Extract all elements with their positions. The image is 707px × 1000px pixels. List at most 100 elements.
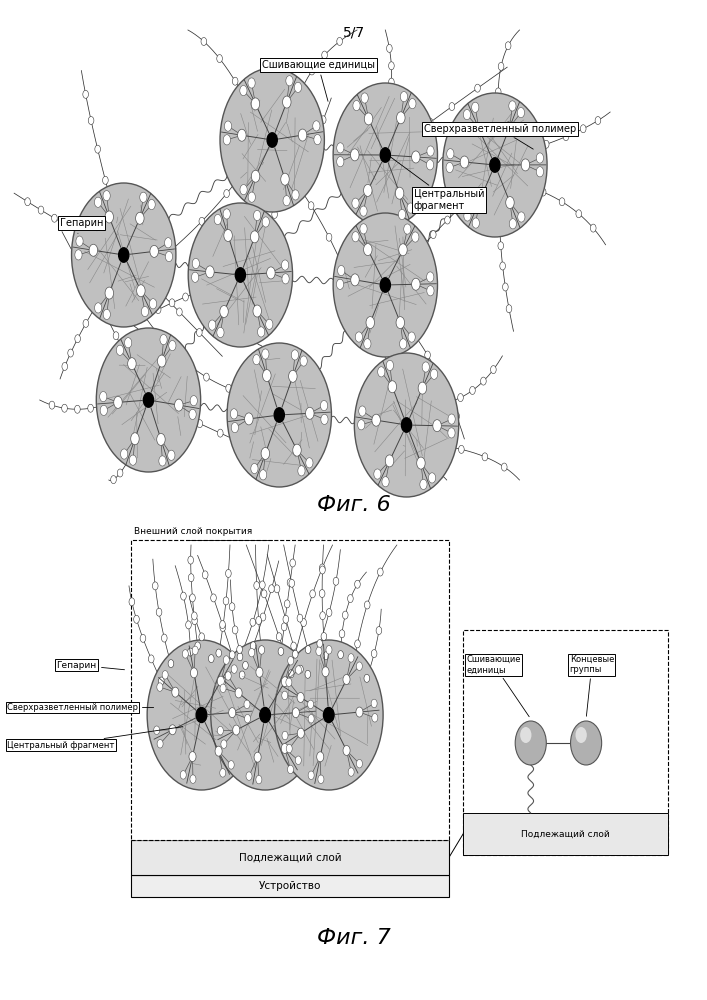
Circle shape bbox=[418, 244, 423, 252]
Circle shape bbox=[246, 772, 252, 780]
Circle shape bbox=[230, 409, 238, 419]
Circle shape bbox=[293, 444, 301, 456]
Ellipse shape bbox=[71, 183, 176, 327]
Circle shape bbox=[95, 303, 102, 313]
Circle shape bbox=[372, 279, 378, 287]
Circle shape bbox=[472, 218, 479, 228]
Circle shape bbox=[172, 687, 179, 697]
Circle shape bbox=[363, 244, 372, 256]
Circle shape bbox=[226, 384, 231, 392]
Text: Подлежащий слой: Подлежащий слой bbox=[521, 830, 610, 838]
Circle shape bbox=[590, 224, 596, 232]
Circle shape bbox=[459, 445, 464, 453]
Circle shape bbox=[189, 752, 196, 762]
Circle shape bbox=[75, 335, 81, 343]
Circle shape bbox=[416, 457, 425, 469]
Circle shape bbox=[209, 320, 216, 330]
Circle shape bbox=[374, 469, 381, 479]
Circle shape bbox=[360, 224, 367, 234]
Circle shape bbox=[262, 370, 271, 382]
Circle shape bbox=[382, 477, 389, 487]
Circle shape bbox=[261, 447, 269, 459]
Circle shape bbox=[310, 138, 316, 146]
Circle shape bbox=[228, 708, 235, 718]
Text: Центральный фрагмент: Центральный фрагмент bbox=[7, 727, 183, 750]
Circle shape bbox=[236, 438, 242, 446]
Circle shape bbox=[103, 191, 110, 201]
Circle shape bbox=[498, 242, 503, 250]
Circle shape bbox=[182, 650, 188, 658]
Circle shape bbox=[260, 708, 270, 722]
Circle shape bbox=[445, 391, 451, 399]
Circle shape bbox=[196, 288, 201, 296]
Circle shape bbox=[149, 299, 157, 309]
Circle shape bbox=[341, 266, 346, 274]
Circle shape bbox=[223, 209, 230, 219]
Circle shape bbox=[75, 250, 82, 260]
Circle shape bbox=[283, 196, 291, 206]
Circle shape bbox=[163, 339, 168, 347]
Circle shape bbox=[250, 618, 256, 626]
Circle shape bbox=[324, 708, 334, 722]
Circle shape bbox=[338, 651, 344, 659]
Circle shape bbox=[229, 651, 235, 659]
Circle shape bbox=[305, 407, 314, 419]
Circle shape bbox=[206, 266, 214, 278]
Circle shape bbox=[576, 210, 582, 218]
Circle shape bbox=[169, 340, 176, 351]
Circle shape bbox=[95, 197, 102, 207]
Circle shape bbox=[180, 771, 186, 779]
Circle shape bbox=[269, 453, 274, 461]
Circle shape bbox=[237, 653, 243, 661]
Circle shape bbox=[282, 274, 289, 284]
Circle shape bbox=[159, 456, 166, 466]
Ellipse shape bbox=[211, 640, 320, 790]
Circle shape bbox=[148, 199, 156, 210]
Circle shape bbox=[223, 656, 229, 664]
Circle shape bbox=[223, 597, 229, 605]
Circle shape bbox=[209, 655, 214, 663]
Circle shape bbox=[238, 129, 246, 141]
Circle shape bbox=[267, 133, 277, 147]
Circle shape bbox=[286, 186, 292, 194]
Circle shape bbox=[103, 309, 110, 319]
Circle shape bbox=[62, 362, 68, 370]
Circle shape bbox=[202, 571, 208, 579]
Circle shape bbox=[290, 559, 296, 567]
Circle shape bbox=[177, 308, 182, 316]
Circle shape bbox=[474, 122, 483, 134]
Circle shape bbox=[352, 232, 359, 242]
Circle shape bbox=[259, 470, 267, 480]
Circle shape bbox=[299, 162, 305, 170]
Ellipse shape bbox=[147, 640, 256, 790]
Circle shape bbox=[355, 580, 361, 588]
Circle shape bbox=[372, 414, 380, 426]
Circle shape bbox=[288, 670, 294, 678]
Circle shape bbox=[460, 156, 469, 168]
Circle shape bbox=[317, 640, 322, 648]
Circle shape bbox=[254, 752, 261, 762]
Circle shape bbox=[380, 148, 390, 162]
Circle shape bbox=[506, 197, 514, 209]
Circle shape bbox=[386, 360, 394, 371]
Circle shape bbox=[408, 332, 415, 342]
Circle shape bbox=[296, 756, 301, 765]
Circle shape bbox=[38, 206, 44, 214]
Circle shape bbox=[326, 609, 332, 617]
Text: Гепарин: Гепарин bbox=[57, 661, 124, 670]
Circle shape bbox=[352, 198, 359, 208]
Circle shape bbox=[224, 229, 233, 241]
Circle shape bbox=[217, 676, 224, 686]
Circle shape bbox=[251, 170, 259, 182]
Circle shape bbox=[160, 291, 165, 299]
Text: Сшивающие
единицы: Сшивающие единицы bbox=[467, 655, 529, 717]
Circle shape bbox=[136, 285, 145, 297]
Circle shape bbox=[195, 642, 201, 650]
Circle shape bbox=[197, 329, 202, 337]
Circle shape bbox=[506, 42, 511, 50]
Circle shape bbox=[248, 192, 255, 202]
Circle shape bbox=[260, 613, 266, 621]
Circle shape bbox=[126, 456, 132, 464]
Circle shape bbox=[433, 420, 441, 432]
Circle shape bbox=[220, 621, 226, 629]
